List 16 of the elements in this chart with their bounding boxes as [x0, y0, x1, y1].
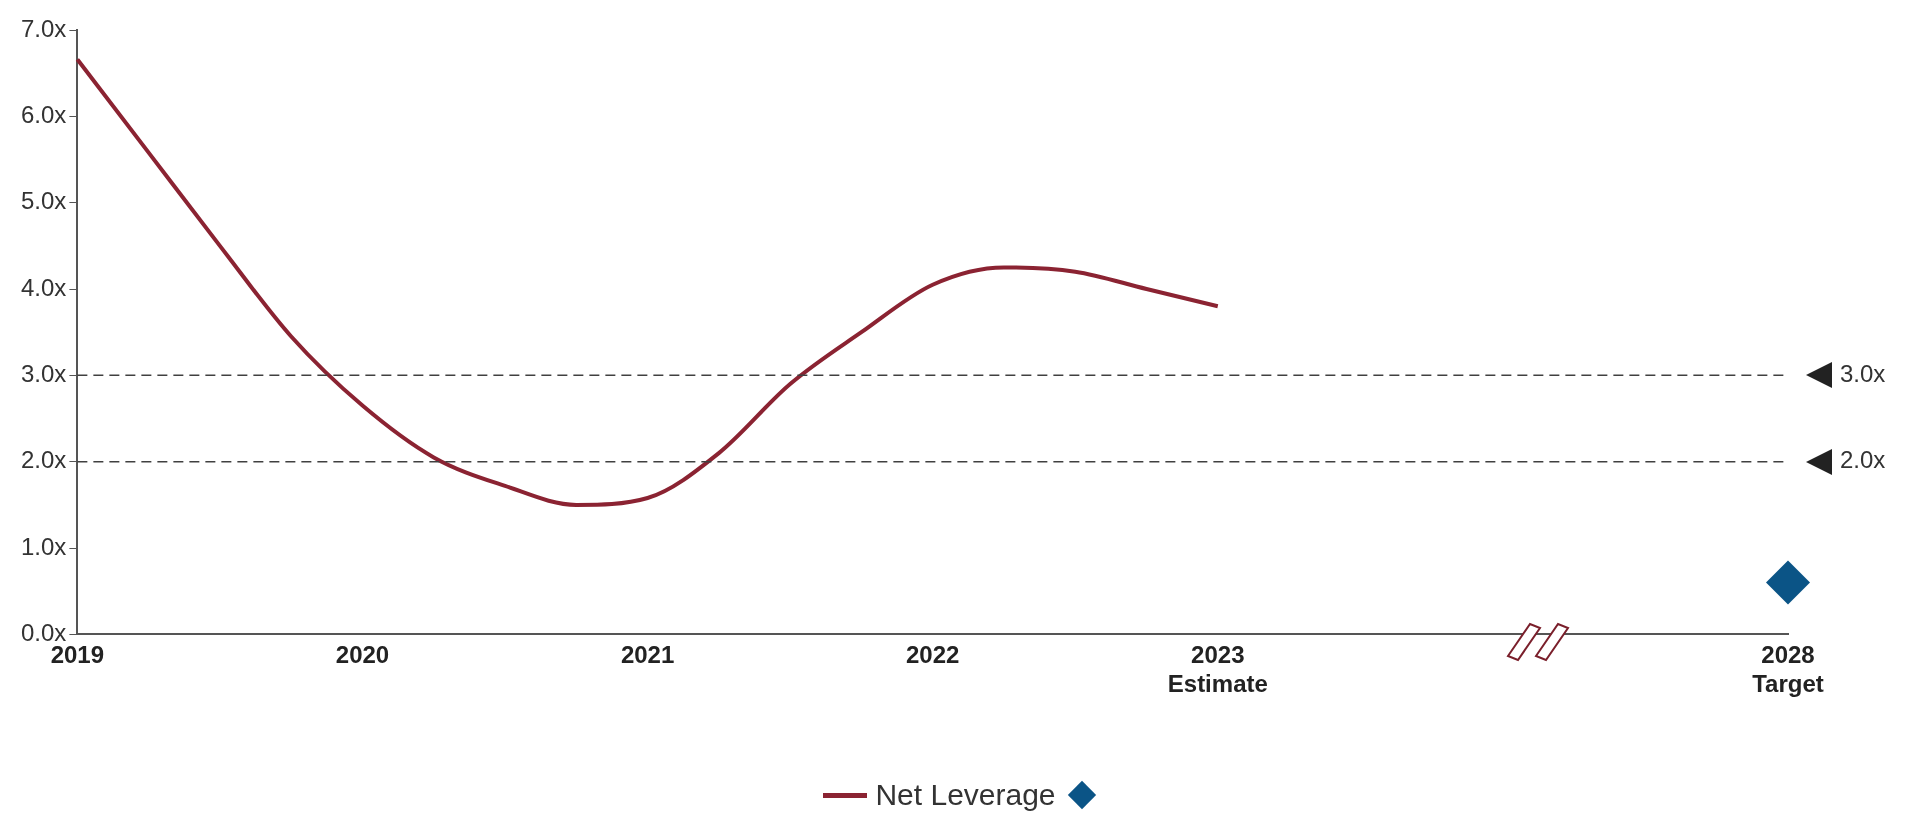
x-tick-label: 2020	[335, 641, 390, 669]
y-tick-label: 4.0x	[20, 273, 67, 301]
line-series	[75, 57, 1220, 507]
y-tick-label: 6.0x	[20, 100, 67, 128]
y-tick-label: 1.0x	[20, 532, 67, 560]
y-tick-label: 2.0x	[20, 446, 67, 474]
x-tick-label: 2028 Target	[1752, 641, 1824, 698]
y-tick-label: 7.0x	[20, 14, 67, 42]
ref-line-label: 3.0x	[1840, 360, 1886, 387]
y-tick-label: 5.0x	[20, 187, 67, 215]
x-tick-label: 2022	[905, 641, 960, 669]
x-tick-label: 2021	[620, 641, 675, 669]
x-tick-label: 2023 Estimate	[1167, 641, 1268, 698]
y-tick-label: 3.0x	[20, 360, 67, 387]
ref-line-label: 2.0x	[1840, 446, 1886, 474]
legend-label: Net Leverage	[875, 778, 1056, 812]
